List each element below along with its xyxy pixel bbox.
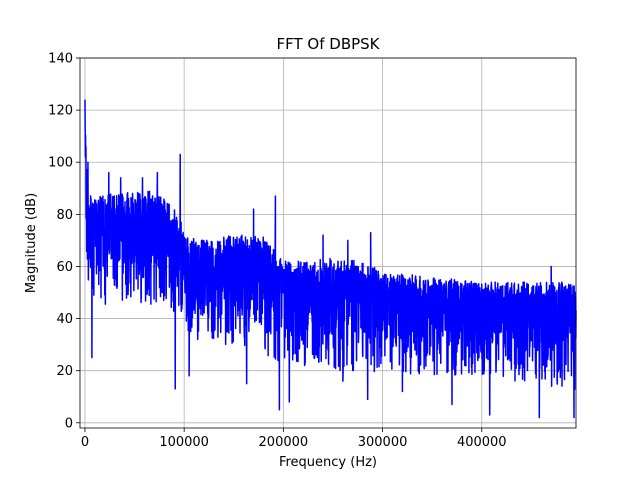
x-tick-label: 300000: [358, 435, 408, 450]
x-axis-label: Frequency (Hz): [279, 455, 377, 470]
chart-title: FFT Of DBPSK: [276, 35, 380, 53]
y-tick-label: 60: [56, 260, 73, 275]
y-tick-label: 80: [56, 208, 73, 223]
y-tick-label: 0: [65, 416, 73, 431]
y-tick-label: 120: [48, 104, 73, 119]
y-tick-label: 20: [56, 364, 73, 379]
y-axis-ticks: 0 20 40 60 80 100 120 140: [48, 52, 80, 431]
x-tick-label: 0: [81, 435, 89, 450]
series-line-group: [84, 99, 577, 419]
y-tick-label: 100: [48, 156, 73, 171]
x-tick-label: 400000: [457, 435, 507, 450]
x-axis-ticks: 0 100000 200000 300000 400000: [81, 428, 507, 450]
y-tick-label: 140: [48, 52, 73, 67]
fft-series-line: [84, 99, 577, 419]
x-tick-label: 100000: [159, 435, 209, 450]
plot-frame: [79, 57, 577, 429]
y-axis-label: Magnitude (dB): [24, 193, 39, 293]
x-tick-label: 200000: [259, 435, 309, 450]
y-tick-label: 40: [56, 312, 73, 327]
